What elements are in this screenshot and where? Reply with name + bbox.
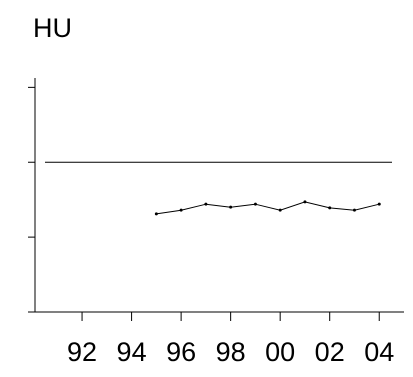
data-point	[253, 202, 257, 206]
data-point	[204, 202, 208, 206]
data-point	[303, 200, 307, 204]
x-tick-label: 04	[364, 337, 394, 367]
data-point	[377, 202, 381, 206]
data-point	[328, 206, 332, 210]
data-point	[179, 208, 183, 212]
y-axis-label: HU	[33, 13, 72, 43]
data-point	[154, 212, 158, 216]
series-line	[156, 201, 380, 215]
x-tick-label: 02	[315, 337, 345, 367]
x-tick-label: 92	[67, 337, 97, 367]
x-tick-label: 96	[166, 337, 196, 367]
data-point	[278, 208, 282, 212]
x-tick-label: 00	[265, 337, 295, 367]
data-point	[229, 205, 233, 209]
x-tick-label: 98	[216, 337, 246, 367]
x-tick-label: 94	[117, 337, 147, 367]
data-point	[352, 208, 356, 212]
